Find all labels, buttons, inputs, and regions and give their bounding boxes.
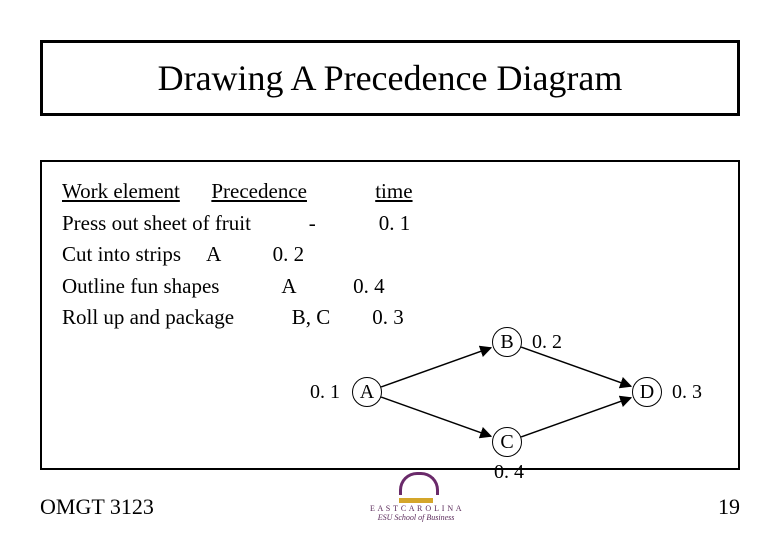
content-box: Work element Precedence time Press out s… [40,160,740,470]
diagram-node-B: B [492,327,522,357]
node-time-D: 0. 3 [672,381,702,404]
course-code: OMGT 3123 [40,494,154,520]
node-time-B: 0. 2 [532,331,562,354]
work-table: Work element Precedence time Press out s… [62,176,718,334]
logo-arch-icon [399,468,433,496]
table-header: Work element Precedence time [62,176,718,208]
logo-base-icon [399,498,433,503]
diagram-node-A: A [352,377,382,407]
diagram-node-D: D [632,377,662,407]
col-prec: Precedence [211,179,307,203]
logo: E A S T C A R O L I N A ESU School of Bu… [370,468,462,522]
logo-text-top: E A S T C A R O L I N A [370,504,462,513]
page-title: Drawing A Precedence Diagram [53,57,727,99]
node-time-A: 0. 1 [310,381,340,404]
page-number: 19 [718,494,740,520]
table-row: Press out sheet of fruit - 0. 1 [62,208,718,240]
logo-text-bottom: ESU School of Business [370,513,462,522]
col-work: Work element [62,179,180,203]
col-time: time [375,179,412,203]
precedence-diagram: A0. 1B0. 2C0. 4D0. 3 [282,322,722,472]
table-row: Cut into strips A 0. 2 [62,239,718,271]
diagram-node-C: C [492,427,522,457]
table-row: Outline fun shapes A 0. 4 [62,271,718,303]
title-box: Drawing A Precedence Diagram [40,40,740,116]
node-time-C: 0. 4 [494,461,524,484]
